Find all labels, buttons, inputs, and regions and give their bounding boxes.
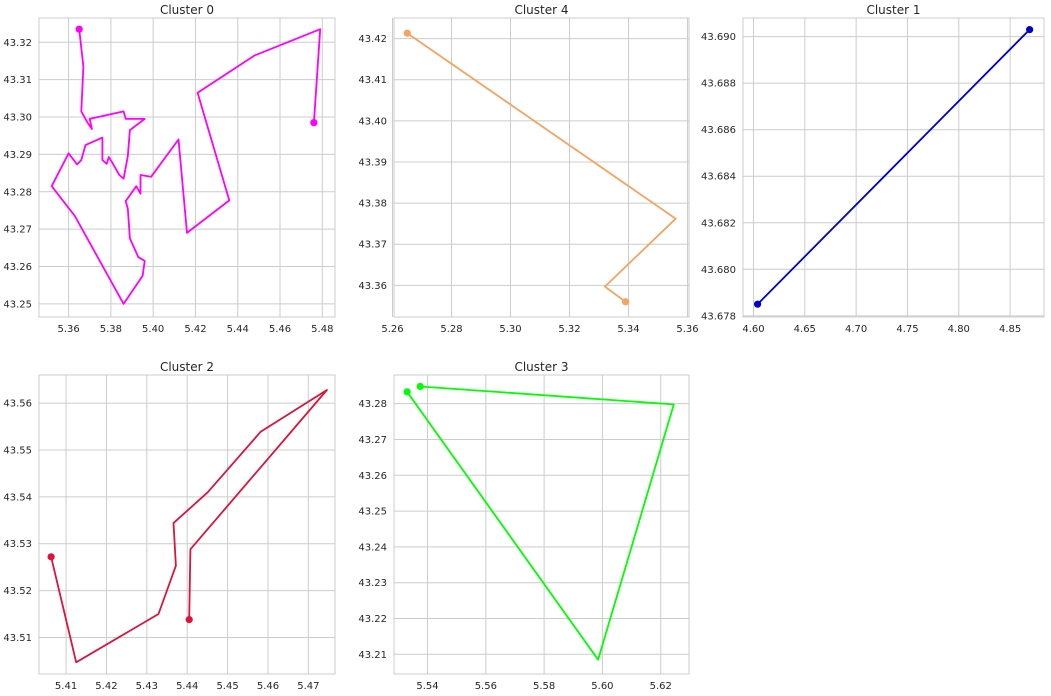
x-tick-label: 5.26 <box>381 324 403 335</box>
y-tick-label: 43.39 <box>358 157 387 168</box>
y-tick-label: 43.29 <box>3 150 32 161</box>
start-point-marker <box>753 300 762 308</box>
x-tick-label: 4.65 <box>794 324 816 335</box>
y-tick-label: 43.55 <box>3 445 32 456</box>
y-tick-label: 43.684 <box>701 172 736 183</box>
y-tick-label: 43.40 <box>358 116 387 127</box>
series-line <box>756 28 1031 305</box>
y-tick-label: 43.36 <box>358 281 387 292</box>
y-tick-label: 43.682 <box>701 218 736 229</box>
y-tick-label: 43.28 <box>358 399 387 410</box>
start-point-marker <box>75 25 83 33</box>
end-point-marker <box>310 119 318 127</box>
y-tick-label: 43.41 <box>358 75 387 86</box>
x-tick-label: 5.40 <box>142 324 164 335</box>
axes-frame <box>393 374 690 675</box>
y-tick-label: 43.26 <box>358 471 387 482</box>
y-tick-label: 43.32 <box>3 38 32 49</box>
y-tick-label: 43.27 <box>3 225 32 236</box>
y-tick-label: 43.21 <box>358 650 387 661</box>
start-point-marker <box>403 29 411 37</box>
x-tick-label: 4.70 <box>845 324 867 335</box>
end-point-marker <box>1026 26 1034 34</box>
x-tick-label: 5.47 <box>297 681 319 692</box>
series-line <box>406 32 677 303</box>
y-tick-label: 43.678 <box>701 311 736 322</box>
x-tick-label: 5.41 <box>55 681 77 692</box>
x-tick-label: 5.60 <box>591 681 613 692</box>
y-tick-label: 43.22 <box>358 614 387 625</box>
y-tick-label: 43.28 <box>3 187 32 198</box>
chart-title: Cluster 0 <box>160 3 214 17</box>
chart-panel-3: 5.41 5.42 5.43 5.44 5.45 5.46 5.47 43.51 43.52 43… <box>3 360 336 692</box>
x-tick-label: 5.32 <box>558 324 580 335</box>
y-tick-label: 43.25 <box>358 507 387 518</box>
chart-panel-2: 4.60 4.65 4.70 4.75 4.80 4.85 43.678 43.680 43.6… <box>701 3 1045 335</box>
chart-title: Cluster 4 <box>514 3 568 17</box>
chart-panel-0: 5.36 5.38 5.40 5.42 5.44 5.46 5.48 43.25 43.26 43… <box>3 3 336 335</box>
x-tick-label: 5.36 <box>57 324 79 335</box>
x-tick-label: 4.60 <box>742 324 764 335</box>
y-tick-label: 43.42 <box>358 34 387 45</box>
y-tick-label: 43.37 <box>358 240 387 251</box>
y-tick-label: 43.25 <box>3 299 32 310</box>
end-point-marker <box>621 298 630 306</box>
axes-frame <box>393 17 690 318</box>
series-line <box>406 385 675 661</box>
end-point-marker <box>185 616 193 624</box>
x-tick-label: 5.54 <box>416 681 438 692</box>
x-tick-label: 5.38 <box>100 324 122 335</box>
x-tick-label: 5.36 <box>676 324 698 335</box>
y-tick-label: 43.690 <box>701 32 736 43</box>
x-tick-label: 4.80 <box>948 324 970 335</box>
y-tick-label: 43.56 <box>3 399 32 410</box>
x-tick-label: 4.75 <box>896 324 918 335</box>
y-tick-label: 43.52 <box>3 586 32 597</box>
x-tick-label: 5.28 <box>440 324 462 335</box>
start-point-marker <box>416 382 424 391</box>
start-point-marker <box>47 553 55 561</box>
y-tick-label: 43.23 <box>358 578 387 589</box>
chart-panel-4: 5.54 5.56 5.58 5.60 5.62 43.21 43.22 43.23 43.24… <box>358 360 690 692</box>
series-line <box>50 28 322 305</box>
x-tick-label: 5.44 <box>176 681 198 692</box>
y-tick-label: 43.31 <box>3 75 32 86</box>
x-tick-label: 5.58 <box>533 681 555 692</box>
y-tick-label: 43.686 <box>701 125 736 136</box>
x-tick-label: 5.44 <box>227 324 249 335</box>
chart-title: Cluster 3 <box>514 360 568 374</box>
y-tick-label: 43.53 <box>3 539 32 550</box>
y-tick-label: 43.680 <box>701 265 736 276</box>
x-tick-label: 5.62 <box>650 681 672 692</box>
chart-title: Cluster 2 <box>160 360 214 374</box>
axes-frame <box>38 374 336 675</box>
y-tick-label: 43.38 <box>358 199 387 210</box>
end-point-marker <box>403 388 411 396</box>
chart-panel-1: 5.26 5.28 5.30 5.32 5.34 5.36 43.36 43.37 43.38 4… <box>358 3 698 335</box>
x-tick-label: 4.85 <box>999 324 1021 335</box>
axes-frame <box>38 17 336 318</box>
axes-frame <box>742 17 1045 318</box>
x-tick-label: 5.34 <box>617 324 639 335</box>
x-tick-label: 5.30 <box>499 324 521 335</box>
x-tick-label: 5.46 <box>269 324 291 335</box>
y-tick-label: 43.688 <box>701 79 736 90</box>
y-tick-label: 43.30 <box>3 113 32 124</box>
series-line <box>50 389 328 664</box>
y-tick-label: 43.24 <box>358 542 387 553</box>
x-tick-label: 5.42 <box>95 681 117 692</box>
x-tick-label: 5.46 <box>257 681 279 692</box>
y-tick-label: 43.27 <box>358 435 387 446</box>
x-tick-label: 5.43 <box>136 681 158 692</box>
y-tick-label: 43.51 <box>3 633 32 644</box>
x-tick-label: 5.42 <box>184 324 206 335</box>
y-tick-label: 43.54 <box>3 492 32 503</box>
y-tick-label: 43.26 <box>3 262 32 273</box>
x-tick-label: 5.56 <box>475 681 497 692</box>
chart-title: Cluster 1 <box>866 3 920 17</box>
x-tick-label: 5.45 <box>216 681 238 692</box>
x-tick-label: 5.48 <box>311 324 333 335</box>
